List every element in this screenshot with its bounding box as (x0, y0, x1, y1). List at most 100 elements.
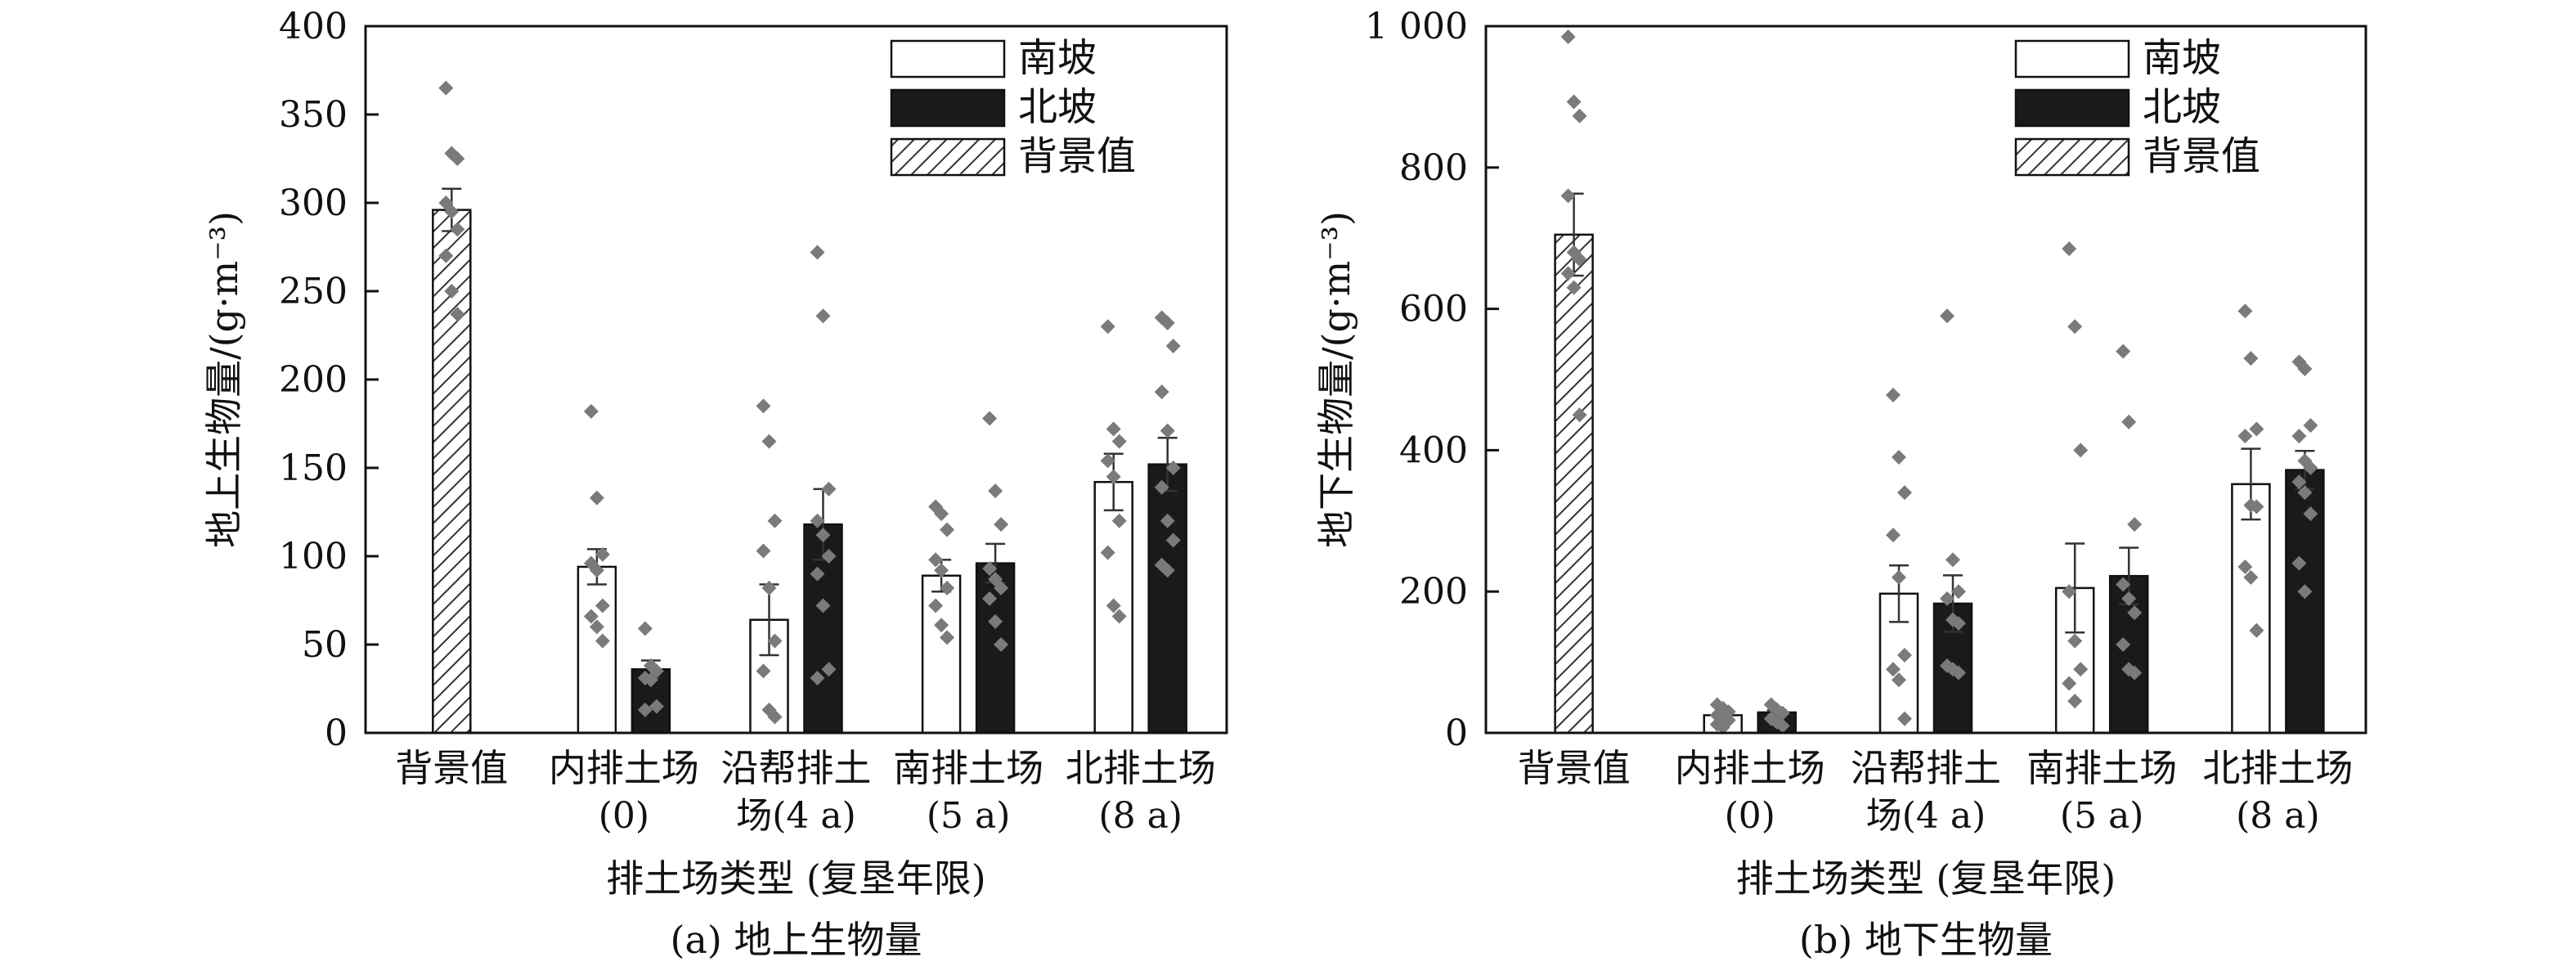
data-point-north (648, 699, 664, 714)
x-category-label: 内排土场 (1675, 746, 1825, 790)
plot-frame (1484, 25, 2367, 735)
bar-south (577, 565, 617, 735)
data-point-north (988, 483, 1003, 499)
bar-north (975, 562, 1016, 735)
y-tick-label: 250 (279, 271, 348, 312)
data-point-north (2297, 584, 2313, 600)
data-point-north (2291, 474, 2307, 490)
data-point-background (1572, 108, 1587, 124)
data-point-south (1111, 513, 1127, 528)
data-point-north (821, 481, 837, 496)
data-point-background (444, 204, 460, 219)
x-category-sublabel: (5 a) (2060, 795, 2144, 837)
data-point-south (1892, 672, 1906, 688)
data-point-north (2291, 555, 2307, 571)
y-tick-label: 400 (1399, 429, 1468, 471)
x-category-label: 北排土场 (2202, 746, 2353, 790)
legend-label-background: 背景值 (2143, 133, 2260, 179)
data-point-south (928, 552, 944, 568)
data-point-north (2297, 485, 2313, 501)
data-point-north (1940, 308, 1954, 324)
data-point-south (1106, 469, 1121, 484)
data-point-south (1715, 720, 1730, 735)
y-tick-label: 100 (279, 536, 348, 577)
data-point-north (1951, 616, 1966, 631)
data-point-south (1100, 319, 1115, 335)
data-point-north (994, 517, 1009, 532)
y-tick-label: 400 (279, 6, 348, 47)
data-point-north (1160, 315, 1175, 330)
x-category-sublabel: 场(4 a) (1866, 795, 1986, 837)
x-category-label: 背景值 (1518, 746, 1631, 790)
data-point-south (761, 580, 777, 595)
data-point-south (756, 543, 771, 559)
data-point-north (2116, 344, 2131, 359)
data-point-south (1111, 434, 1127, 449)
data-point-north (2127, 517, 2143, 532)
data-point-north (815, 598, 831, 613)
x-category-sublabel: (0) (1725, 795, 1775, 837)
data-point-background (1566, 280, 1582, 295)
bar-south (921, 574, 962, 735)
data-point-south (2067, 319, 2083, 335)
data-point-south (2249, 499, 2264, 514)
data-point-north (982, 411, 998, 426)
y-tick-label: 200 (279, 359, 348, 401)
data-point-background (450, 222, 465, 237)
y-tick-label: 150 (279, 447, 348, 489)
y-tick-label: 350 (279, 94, 348, 136)
data-point-south (2243, 569, 2259, 585)
bars (1554, 192, 2325, 735)
legend-swatch-south (2014, 39, 2130, 79)
data-point-background (438, 248, 454, 263)
data-point-south (940, 630, 955, 645)
data-point-background (1572, 407, 1587, 423)
bar-north (1147, 463, 1187, 735)
data-point-north (1160, 563, 1175, 578)
chart-b-belowground-biomass: 0 200 400 600 800 1 000 地下生物量/(g·m⁻³) 排土场类型 (复垦… (1314, 6, 2367, 962)
data-point-south (589, 563, 604, 578)
data-point-north (1165, 338, 1181, 353)
data-point-south (767, 709, 783, 725)
data-point-north (1945, 552, 1960, 568)
data-point-north (1165, 461, 1181, 475)
data-point-background (1560, 266, 1576, 281)
data-point-south (940, 522, 955, 537)
data-point-south (1886, 388, 1901, 403)
data-point-north (815, 528, 831, 543)
bar-background (1554, 233, 1594, 735)
data-point-background (1566, 94, 1582, 110)
data-point-south (2237, 429, 2253, 444)
data-point-north (815, 308, 831, 324)
x-category-sublabel: 场(4 a) (736, 795, 856, 837)
x-category-label: 沿帮排土 (1851, 746, 2001, 790)
data-point-south (1106, 598, 1121, 613)
data-point-north (2116, 637, 2131, 652)
data-point-north (637, 621, 653, 636)
data-point-south (1897, 647, 1912, 663)
data-point-north (1951, 665, 1966, 681)
data-point-south (756, 663, 771, 679)
data-point-south (2067, 633, 2083, 649)
data-point-north (994, 580, 1009, 595)
legend-label-north: 北坡 (2143, 84, 2221, 130)
data-points (438, 80, 1181, 725)
data-point-south (934, 618, 949, 633)
data-point-south (1886, 662, 1901, 677)
data-points (1560, 29, 2318, 735)
data-point-north (821, 549, 837, 564)
data-point-south (767, 513, 783, 528)
data-point-background (444, 284, 460, 299)
data-point-north (1940, 591, 1954, 606)
x-category-sublabel: (5 a) (927, 795, 1011, 837)
data-point-south (1106, 421, 1121, 437)
data-point-north (810, 245, 825, 260)
legend-label-south: 南坡 (1018, 35, 1097, 81)
y-tick-label: 200 (1399, 571, 1468, 613)
data-point-background (438, 80, 454, 96)
data-point-south (761, 434, 777, 449)
data-point-south (595, 546, 610, 562)
x-category-label: 南排土场 (893, 746, 1043, 790)
